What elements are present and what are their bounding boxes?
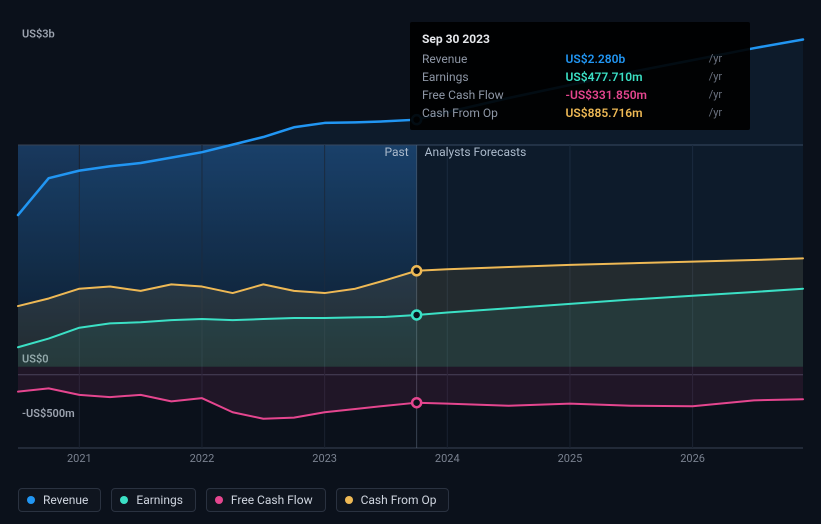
tooltip-row: EarningsUS$477.710m/yr [422,68,738,86]
y-axis-label: US$3b [22,28,55,41]
x-axis-label: 2022 [190,452,215,465]
tooltip-row-unit: /yr [709,104,738,122]
tooltip-row-value: US$2.280b [566,50,709,68]
financials-chart: US$3bUS$0-US$500m20212022202320242025202… [0,0,821,524]
tooltip-row-label: Revenue [422,50,566,68]
chart-legend: Revenue Earnings Free Cash Flow Cash From O… [18,488,449,512]
legend-label: Cash From Op [361,493,437,507]
x-axis-label: 2023 [312,452,337,465]
tooltip-row: RevenueUS$2.280b/yr [422,50,738,68]
cash_from_op-marker [412,266,421,275]
x-axis-label: 2025 [558,452,583,465]
legend-label: Revenue [43,493,88,507]
tooltip-row-value: US$885.716m [566,104,709,122]
legend-item-cash_from_op[interactable]: Cash From Op [336,488,450,512]
chart-tooltip: Sep 30 2023 RevenueUS$2.280b/yrEarningsU… [410,22,750,130]
fcf-marker [412,398,421,407]
tooltip-row-unit: /yr [709,50,738,68]
legend-dot [215,496,223,504]
fcf-area [18,367,803,419]
tooltip-row: Free Cash Flow-US$331.850m/yr [422,86,738,104]
x-axis-label: 2021 [67,452,92,465]
legend-dot [27,496,35,504]
legend-label: Earnings [136,493,183,507]
tooltip-row-value: US$477.710m [566,68,709,86]
tooltip-row-label: Free Cash Flow [422,86,566,104]
tooltip-row: Cash From OpUS$885.716m/yr [422,104,738,122]
tooltip-table: RevenueUS$2.280b/yrEarningsUS$477.710m/y… [422,50,738,122]
legend-item-earnings[interactable]: Earnings [111,488,196,512]
tooltip-row-unit: /yr [709,68,738,86]
tooltip-row-label: Earnings [422,68,566,86]
x-axis-label: 2026 [680,452,705,465]
legend-dot [120,496,128,504]
tooltip-row-label: Cash From Op [422,104,566,122]
earnings-marker [412,310,421,319]
legend-item-revenue[interactable]: Revenue [18,488,101,512]
y-axis-label: -US$500m [22,407,75,420]
x-axis-label: 2024 [435,452,460,465]
legend-item-fcf[interactable]: Free Cash Flow [206,488,326,512]
tooltip-title: Sep 30 2023 [422,30,738,48]
legend-label: Free Cash Flow [231,493,313,507]
tooltip-row-unit: /yr [709,86,738,104]
legend-dot [345,496,353,504]
tooltip-row-value: -US$331.850m [566,86,709,104]
